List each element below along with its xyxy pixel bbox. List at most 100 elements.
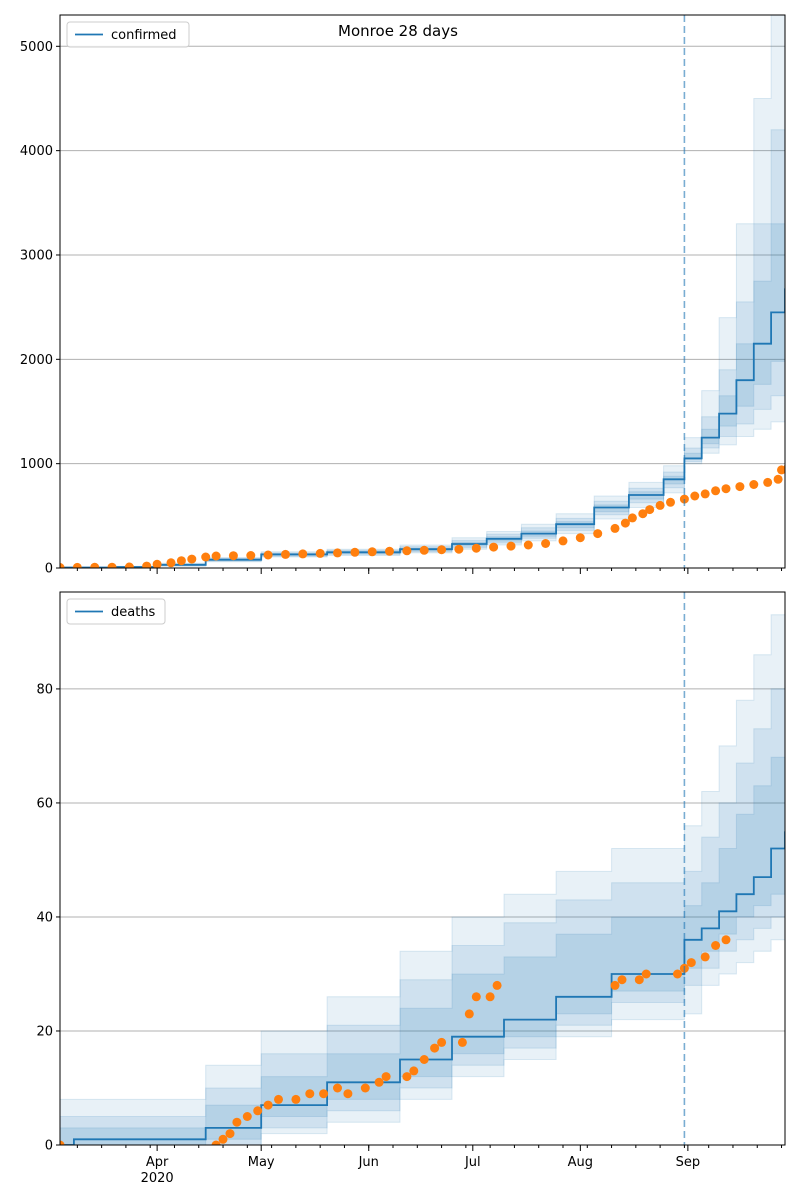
observed-point: [374, 1077, 384, 1087]
y-tick-label: 0: [45, 562, 53, 577]
observed-point: [176, 556, 186, 566]
y-tick-label: 2000: [20, 353, 53, 368]
y-tick-label: 20: [36, 1024, 53, 1039]
x-tick-label: Jul: [464, 1155, 481, 1170]
observed-point: [721, 484, 731, 494]
observed-point: [124, 562, 134, 568]
x-tick-label: May: [248, 1155, 275, 1170]
observed-point: [620, 518, 630, 528]
observed-point: [610, 980, 620, 990]
observed-point: [402, 1072, 412, 1082]
observed-point: [263, 550, 273, 560]
observed-point: [60, 1140, 65, 1145]
legend-box: [66, 598, 166, 625]
confidence-band: [60, 660, 785, 1145]
x-tick-label: Sep: [676, 1155, 701, 1170]
model-median-line: [60, 831, 785, 1145]
confidence-band: [60, 15, 785, 568]
observed-point: [333, 1083, 342, 1093]
confidence-band: [60, 592, 785, 1145]
observed-point: [638, 509, 648, 519]
observed-point: [246, 551, 256, 560]
y-tick-label: 80: [36, 682, 53, 697]
observed-point: [201, 552, 211, 562]
observed-point: [305, 1089, 315, 1099]
observed-point: [409, 1066, 419, 1076]
legend-label: confirmed: [111, 28, 177, 43]
observed-point: [228, 551, 238, 561]
observed-point: [315, 548, 325, 558]
model-median-line: [60, 288, 785, 568]
observed-point: [464, 1009, 474, 1019]
legend-box: [66, 21, 190, 48]
x-tick-sublabel: 2020: [141, 1171, 174, 1186]
observed-point: [575, 533, 585, 543]
observed-point: [402, 546, 412, 556]
observed-point: [777, 465, 785, 475]
observed-point: [263, 1100, 273, 1110]
observed-point: [645, 505, 655, 515]
observed-point: [60, 563, 65, 568]
observed-point: [298, 549, 308, 559]
observed-point: [763, 477, 773, 487]
observed-point: [333, 548, 342, 558]
y-tick-label: 4000: [20, 144, 53, 159]
observed-point: [492, 980, 502, 990]
observed-point: [281, 549, 290, 559]
observed-point: [343, 1089, 353, 1099]
observed-point: [385, 546, 394, 556]
observed-point: [419, 545, 429, 555]
observed-point: [381, 1072, 391, 1082]
observed-point: [610, 523, 620, 533]
y-tick-label: 5000: [20, 40, 53, 55]
observed-point: [721, 935, 731, 945]
observed-point: [166, 558, 176, 568]
observed-point: [711, 941, 721, 950]
observed-point: [90, 562, 100, 568]
observed-point: [617, 975, 627, 985]
observed-point: [211, 1140, 221, 1145]
observed-point: [430, 1043, 440, 1053]
legend-label: deaths: [111, 605, 156, 620]
observed-point: [437, 1037, 447, 1047]
observed-point: [686, 958, 696, 968]
observed-point: [232, 1117, 242, 1127]
observed-point: [506, 541, 516, 551]
observed-point: [655, 500, 665, 510]
observed-point: [749, 480, 759, 489]
observed-point: [225, 1129, 235, 1139]
observed-point: [274, 1094, 283, 1104]
observed-point: [72, 562, 82, 568]
observed-point: [489, 542, 499, 552]
observed-point: [523, 540, 533, 550]
observed-point: [454, 544, 464, 554]
observed-point: [437, 545, 447, 555]
chart-title: Monroe 28 days: [338, 22, 458, 40]
observed-point: [700, 489, 710, 499]
observed-point: [360, 1083, 370, 1093]
observed-point: [187, 554, 197, 564]
observed-point: [666, 497, 675, 507]
observed-point: [218, 1134, 228, 1144]
observed-point: [700, 952, 710, 962]
observed-point: [627, 513, 637, 523]
observed-point: [367, 547, 377, 557]
observed-point: [673, 969, 682, 979]
y-tick-label: 0: [45, 1139, 53, 1154]
observed-point: [319, 1089, 329, 1099]
axes-frame: [59, 14, 786, 569]
plot-area: [60, 15, 785, 568]
observed-point: [711, 486, 721, 496]
observed-point: [634, 975, 644, 985]
y-tick-label: 1000: [20, 457, 53, 472]
confidence-band: [60, 56, 785, 568]
x-tick-label: Aug: [568, 1155, 593, 1170]
observed-point: [291, 1094, 301, 1104]
plot-area: [60, 592, 785, 1145]
observed-point: [471, 543, 481, 553]
x-tick-label: Apr: [146, 1155, 169, 1170]
observed-point: [593, 529, 603, 539]
observed-point: [242, 1112, 252, 1121]
